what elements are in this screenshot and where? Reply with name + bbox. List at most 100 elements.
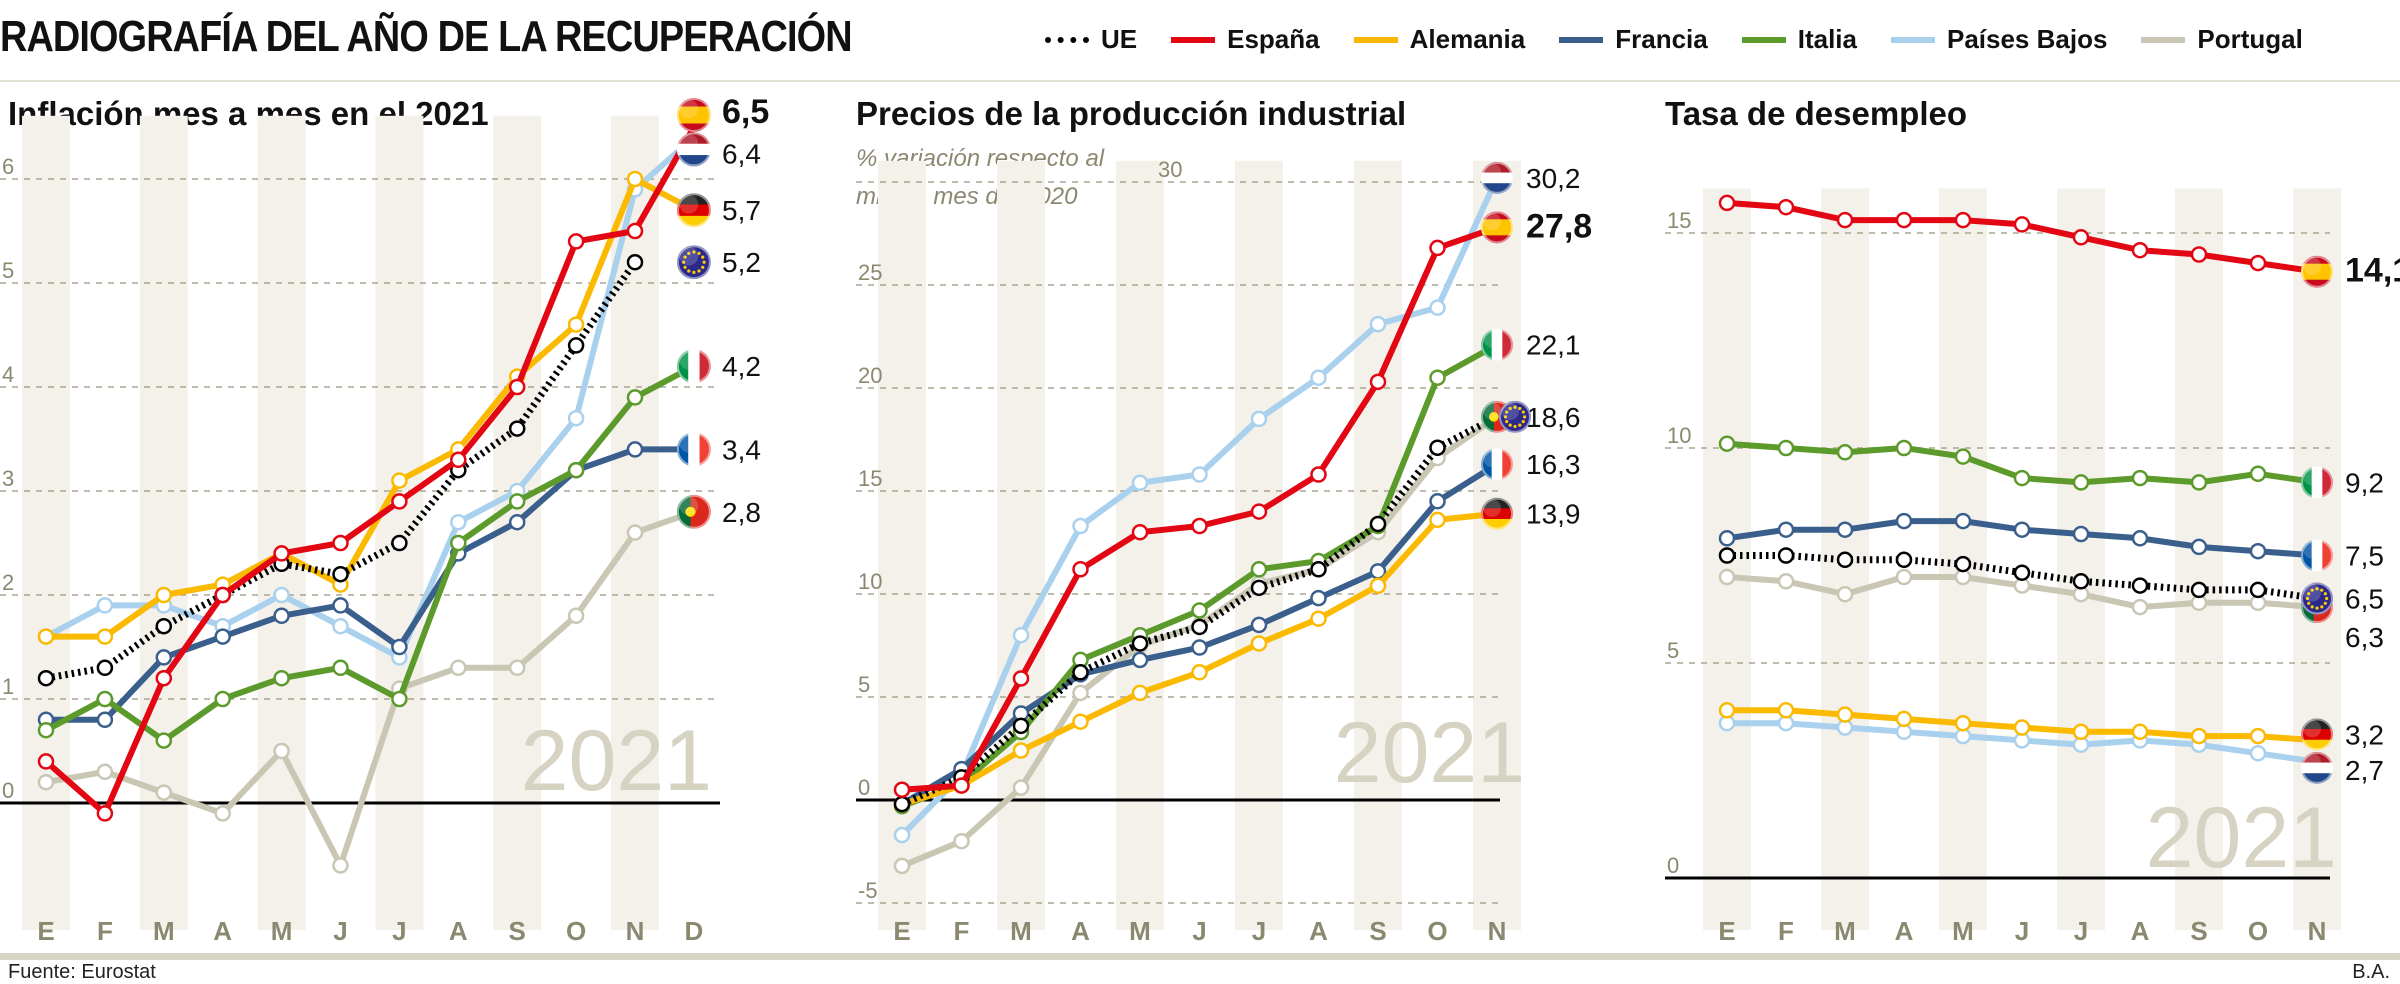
flag-rim	[1499, 400, 1531, 433]
flag-stripe	[1481, 328, 1493, 361]
data-point	[155, 669, 173, 687]
title-divider	[0, 80, 2400, 82]
main-title: RADIOGRAFÍA DEL AÑO DE LA RECUPERACIÓN	[0, 12, 853, 61]
data-point	[1429, 369, 1446, 386]
flag-stripe	[699, 432, 711, 467]
data-point	[1429, 439, 1446, 456]
flag-stripe	[2301, 718, 2333, 730]
data-point	[1310, 610, 1327, 627]
data-point	[332, 534, 349, 552]
flag-star	[2323, 601, 2327, 605]
data-point	[1191, 639, 1208, 656]
flag-star	[697, 269, 701, 273]
flag-star	[2320, 605, 2324, 609]
series-line-alemania	[46, 176, 696, 640]
data-point	[1072, 561, 1089, 578]
data-point	[1954, 555, 1972, 573]
data-point	[1836, 444, 1854, 461]
data-point	[626, 441, 644, 458]
flag-stripe	[2322, 466, 2333, 499]
flag-rim	[1481, 161, 1513, 194]
chart-panel-1: 2021 0 1 2 3 4 5 6 E F M A M J J A S O N D 2,8 6,4 3,4 4,2 5,7 5,…	[0, 93, 769, 946]
data-point	[1718, 568, 1736, 586]
x-tick-label: E	[893, 916, 910, 946]
data-point	[155, 784, 173, 801]
data-point	[626, 389, 644, 406]
flag-gloss	[1483, 499, 1501, 517]
source-note: Fuente: Eurostat	[8, 961, 156, 983]
flag-stripe	[2301, 466, 2313, 499]
x-tick-label: M	[1834, 916, 1856, 946]
flag-star	[1518, 406, 1522, 411]
data-point	[1369, 315, 1387, 333]
data-point	[1131, 635, 1149, 652]
end-value-label: 5,7	[722, 195, 761, 226]
flag-stripe	[1481, 508, 1513, 520]
flag-emblem	[1489, 412, 1499, 422]
data-point	[155, 586, 173, 604]
data-point	[2131, 723, 2149, 741]
flag-stripe	[676, 106, 711, 124]
data-point	[1718, 530, 1736, 547]
legend-item-ue: UE	[1045, 24, 1137, 55]
data-point	[1310, 466, 1327, 483]
flag-stripe	[1481, 497, 1513, 509]
data-point	[1718, 194, 1736, 212]
flag-stripe	[1481, 448, 1493, 481]
data-point	[332, 597, 349, 614]
netherlands-flag	[2301, 751, 2333, 784]
data-point	[1429, 511, 1446, 529]
data-point	[2072, 229, 2090, 246]
x-tick-label: S	[509, 916, 526, 946]
flag-stripe	[2301, 751, 2333, 764]
flag-star	[692, 250, 696, 254]
flag-stripe	[1491, 448, 1503, 481]
y-tick-label: 30	[1158, 157, 1182, 182]
legend-swatch-paises-bajos	[1890, 36, 1935, 43]
x-tick-label: D	[685, 916, 704, 946]
x-tick-label: M	[271, 916, 293, 946]
flag-stripe	[676, 98, 711, 107]
data-point	[1777, 521, 1795, 538]
flag-star	[687, 269, 691, 273]
flag-star	[1508, 423, 1512, 427]
flag-gloss	[1483, 212, 1501, 231]
flag-rim	[1481, 211, 1513, 244]
data-point	[391, 534, 408, 552]
flag-gloss	[679, 496, 699, 516]
legend-label: Portugal	[2197, 24, 2303, 54]
bottom-divider	[0, 953, 2400, 960]
month-column-shade	[2175, 188, 2223, 930]
data-point	[567, 409, 585, 427]
flag-rim	[2301, 582, 2333, 615]
france-flag	[1481, 448, 1513, 481]
data-point	[893, 826, 911, 844]
data-point	[273, 669, 290, 687]
flag-star	[1521, 420, 1525, 424]
data-point	[1718, 547, 1736, 564]
data-point	[96, 763, 114, 781]
data-point	[450, 451, 467, 469]
data-point	[1777, 573, 1795, 590]
flag-stripe	[2311, 466, 2323, 499]
x-tick-label: J	[392, 916, 406, 946]
legend-label: UE	[1101, 24, 1138, 54]
y-tick-label: 6	[2, 154, 14, 179]
x-tick-label: J	[1192, 916, 1206, 946]
data-point	[1191, 664, 1208, 681]
y-tick-label: -5	[858, 878, 878, 903]
flag-stripe	[676, 123, 711, 132]
data-point	[2013, 521, 2031, 538]
data-point	[626, 524, 644, 541]
flag-stripe	[1481, 211, 1513, 220]
flag-rim	[2301, 718, 2333, 751]
data-point	[1836, 585, 1854, 603]
flag-rim	[676, 494, 711, 529]
data-point	[508, 420, 526, 437]
x-tick-label: A	[1895, 916, 1914, 946]
series-line-españa	[44, 125, 697, 817]
x-tick-label: F	[97, 916, 113, 946]
flag-rim	[1481, 328, 1513, 361]
data-point	[1895, 211, 1913, 229]
y-tick-label: 0	[858, 775, 870, 800]
